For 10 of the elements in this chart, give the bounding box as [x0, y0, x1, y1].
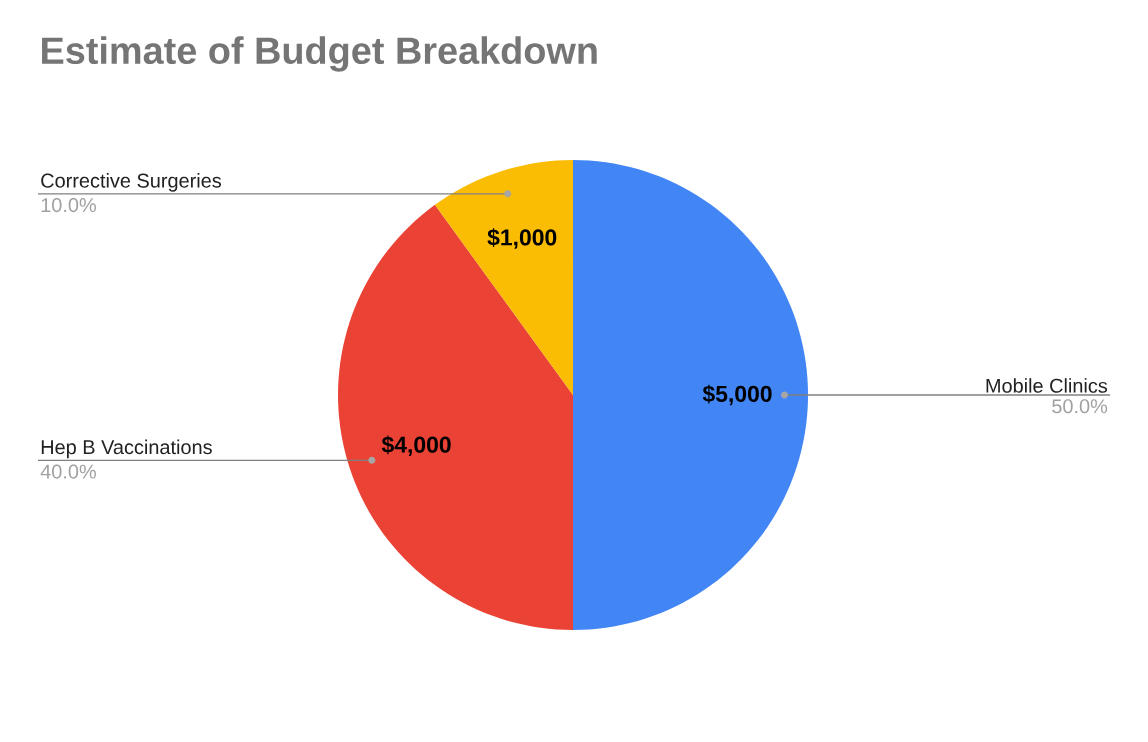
text: 50.0% [1052, 399, 1108, 414]
slice-label: Corrective Surgeries [41, 173, 222, 192]
text: 10.0% [41, 198, 96, 213]
chart-title: Estimate of Budget Breakdown [42, 36, 597, 72]
data-label: $5,000 [702, 384, 772, 406]
data-label: $4,000 [381, 435, 451, 457]
text: 40.0% [40, 464, 96, 479]
data-label: $1,000 [487, 228, 557, 249]
slice-label: Mobile Clinics [986, 378, 1108, 393]
slice-label: Hep B Vaccinations [41, 439, 212, 459]
